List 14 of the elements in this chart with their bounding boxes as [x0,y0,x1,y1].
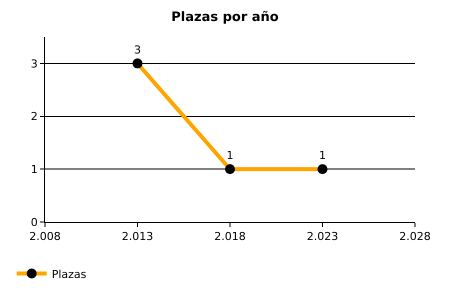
y-tick-label: 3 [30,57,38,70]
x-tick-label: 2.028 [399,230,431,244]
x-tick-label: 2.023 [306,230,338,244]
y-tick-label: 2 [30,110,38,124]
data-label: 3 [134,43,141,56]
x-tick-label: 2.013 [122,230,154,244]
x-tick-label: 2.018 [214,230,246,244]
chart-title: Plazas por año [171,10,279,26]
x-tick-label: 2.008 [29,230,61,244]
data-label: 1 [226,149,234,162]
data-label: 1 [319,149,326,162]
legend-label: Plazas [52,268,87,281]
y-tick-label: 1 [30,162,38,176]
y-tick-label: 0 [30,216,38,229]
